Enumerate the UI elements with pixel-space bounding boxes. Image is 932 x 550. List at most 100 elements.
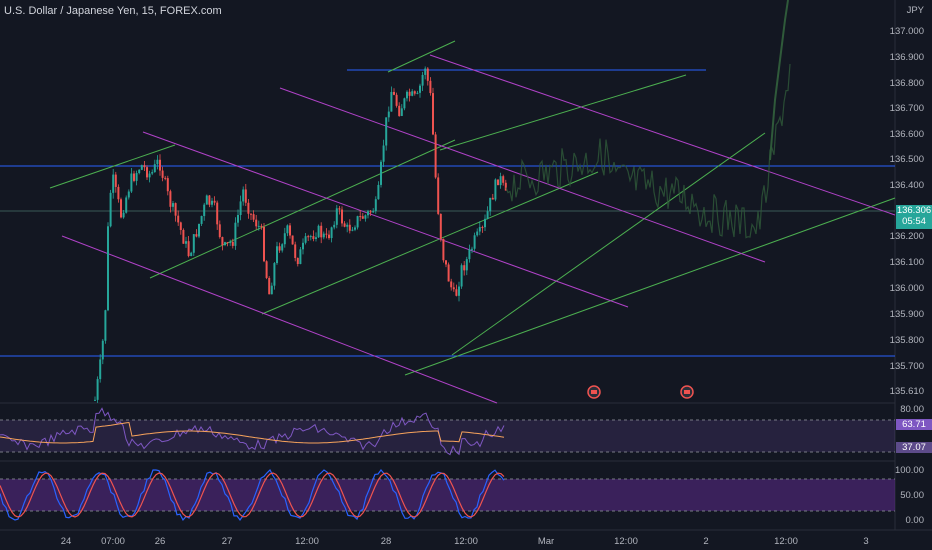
candle-body	[452, 287, 455, 290]
candle-body	[268, 277, 271, 295]
candle-body	[226, 242, 229, 244]
candle-body	[125, 197, 128, 213]
candle-body	[192, 234, 195, 253]
candle-body	[177, 215, 180, 223]
candle-body	[411, 91, 414, 96]
candle-body	[481, 227, 484, 229]
rsi-axis-80: 80.00	[900, 404, 924, 415]
candle-body	[208, 195, 211, 205]
trend-channel-line	[387, 40, 456, 73]
candle-body	[312, 236, 315, 240]
candle-body	[471, 248, 473, 250]
candle-body	[117, 186, 120, 200]
candle-body	[374, 199, 377, 212]
candle-body	[104, 310, 107, 341]
candle-body	[416, 92, 419, 94]
time-axis-label: 12:00	[454, 536, 478, 547]
candle-body	[234, 222, 237, 246]
candle-body	[101, 340, 104, 360]
candle-body	[283, 233, 286, 245]
stoch-axis-100: 100.00	[894, 465, 924, 476]
candle-body	[304, 236, 307, 243]
candle-body	[135, 173, 138, 181]
candle-body	[489, 197, 492, 212]
candle-body	[473, 235, 476, 249]
candle-body	[211, 200, 213, 205]
candle-body	[455, 289, 458, 296]
candle-body	[179, 222, 182, 230]
candle-body	[195, 234, 198, 237]
time-axis-label: 12:00	[295, 536, 319, 547]
candle-body	[367, 211, 369, 216]
candle-body	[120, 199, 122, 218]
trend-channel-line	[142, 131, 629, 308]
candle-body	[504, 182, 507, 191]
candle-body	[343, 223, 346, 227]
time-axis-label: 2	[703, 536, 709, 547]
time-axis-label: 12:00	[774, 536, 798, 547]
price-axis-label: 137.000	[889, 26, 924, 37]
time-axis-label: 28	[380, 536, 392, 547]
candle-body	[299, 249, 302, 265]
price-axis-label: 136.700	[889, 103, 924, 114]
symbol-title[interactable]: U.S. Dollar / Japanese Yen, 15, FOREX.co…	[4, 5, 222, 17]
candle-body	[439, 213, 442, 239]
trend-channel-line	[429, 54, 896, 216]
candle-body	[476, 231, 479, 236]
candle-body	[146, 167, 148, 178]
trend-channel-line	[261, 171, 599, 315]
candle-body	[255, 219, 258, 227]
candle-body	[289, 225, 291, 236]
candle-body	[502, 176, 505, 183]
rsi-line	[0, 407, 505, 456]
candle-body	[372, 211, 375, 213]
candle-body	[242, 189, 245, 202]
time-axis-label: 3	[863, 536, 869, 547]
candle-body	[338, 208, 341, 210]
price-axis-label: 136.200	[889, 231, 924, 242]
candle-body	[458, 286, 460, 296]
candle-body	[294, 244, 297, 258]
candle-body	[309, 236, 312, 238]
candle-body	[380, 161, 382, 185]
candle-body	[244, 189, 247, 203]
candle-body	[122, 212, 125, 218]
candle-body	[276, 246, 278, 264]
candle-body	[361, 216, 364, 219]
candle-body	[247, 202, 250, 214]
candle-body	[182, 229, 185, 244]
candle-body	[325, 233, 328, 235]
trend-channel-line	[451, 132, 766, 356]
candle-body	[421, 74, 424, 86]
candle-body	[364, 215, 367, 219]
candle-body	[231, 241, 234, 246]
rsi-band	[0, 420, 895, 452]
candle-body	[143, 165, 146, 168]
candle-body	[465, 259, 468, 271]
time-axis-label: 27	[221, 536, 233, 547]
rsi-ma-line	[0, 421, 505, 444]
candle-body	[317, 225, 320, 238]
candle-body	[419, 85, 421, 93]
candle-body	[198, 223, 200, 237]
candle-body	[96, 379, 99, 400]
trend-channel-line	[49, 144, 176, 189]
candle-body	[94, 399, 96, 401]
candle-body	[406, 91, 408, 99]
rsi-tag-1: 63.71	[896, 419, 932, 430]
candle-body	[224, 242, 226, 246]
stoch-axis-50: 50.00	[900, 490, 924, 501]
candle-body	[138, 169, 141, 174]
candle-body	[109, 192, 112, 227]
trend-channel-line	[404, 197, 896, 376]
candle-body	[203, 204, 206, 217]
candle-body	[403, 98, 406, 109]
price-axis-label: 135.610	[889, 386, 924, 397]
candle-body	[484, 218, 486, 228]
candle-body	[328, 234, 330, 239]
price-axis-label: 136.400	[889, 180, 924, 191]
event-flag-icon	[591, 390, 597, 394]
candle-body	[169, 191, 172, 207]
